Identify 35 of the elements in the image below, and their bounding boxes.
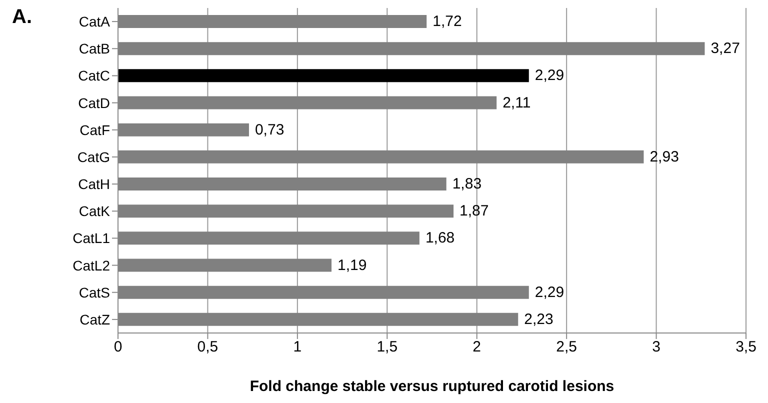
x-tick-label: 0,5 bbox=[197, 338, 218, 356]
x-tick-label: 3,5 bbox=[736, 338, 756, 356]
x-tick-label: 3 bbox=[652, 338, 660, 356]
data-label: 2,11 bbox=[502, 94, 531, 112]
data-label: 2,23 bbox=[524, 310, 554, 328]
data-label: 2,93 bbox=[650, 148, 679, 166]
bar bbox=[118, 69, 529, 82]
y-tick-label: CatL1 bbox=[72, 230, 110, 246]
x-tick-label: 2,5 bbox=[556, 338, 577, 356]
x-tick-label: 2 bbox=[472, 338, 482, 356]
y-tick-label: CatH bbox=[78, 176, 110, 192]
data-label: 3,27 bbox=[710, 40, 740, 58]
text: A. bbox=[12, 6, 32, 29]
data-label: 1,19 bbox=[338, 256, 367, 274]
y-tick-label: CatS bbox=[78, 284, 110, 300]
x-axis-title: Fold change stable versus ruptured carotid lesions bbox=[250, 378, 614, 395]
y-tick-label: CatA bbox=[78, 14, 111, 30]
data-label: 1,87 bbox=[460, 202, 489, 220]
y-tick-label: CatD bbox=[78, 94, 110, 111]
x-tick-label: 1,5 bbox=[376, 338, 398, 356]
x-tick-label: 0 bbox=[114, 338, 122, 356]
data-label: 2,29 bbox=[534, 67, 564, 84]
data-label: 1,83 bbox=[452, 176, 482, 192]
y-tick-label: CatF bbox=[80, 122, 110, 138]
y-tick-label: CatC bbox=[78, 68, 110, 84]
y-tick-label: CatK bbox=[78, 203, 111, 220]
data-label: 0,73 bbox=[254, 121, 284, 138]
x-tick-label: 1 bbox=[293, 338, 302, 356]
data-label: 2,29 bbox=[534, 284, 564, 301]
data-label: 1,72 bbox=[432, 13, 462, 30]
data-label: 1,68 bbox=[425, 230, 455, 247]
y-tick-label: CatZ bbox=[80, 311, 110, 328]
y-tick-label: CatB bbox=[78, 40, 110, 57]
y-tick-label: CatL2 bbox=[72, 257, 110, 274]
y-tick-label: CatG bbox=[77, 148, 110, 165]
